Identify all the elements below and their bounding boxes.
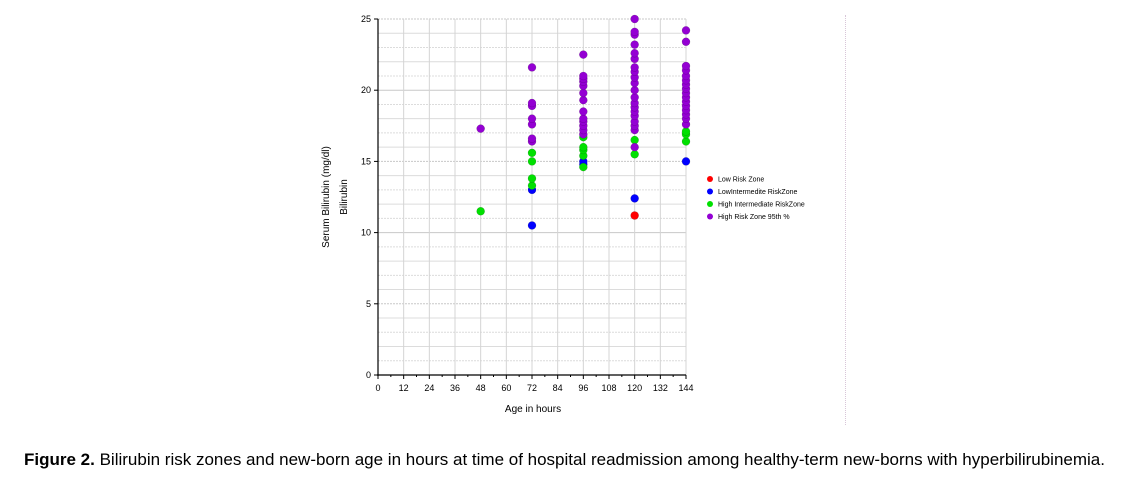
y-tick-label: 0 [366,370,371,380]
data-point [630,194,639,203]
data-point [579,114,588,123]
data-point [579,107,588,116]
y-tick-label: 5 [366,299,371,309]
data-point [579,50,588,59]
grid-lines [378,18,687,375]
data-points [476,14,691,230]
data-point [527,148,537,158]
legend-marker [707,176,713,182]
data-point [579,88,588,98]
data-point [527,134,537,143]
data-point [630,142,639,152]
x-tick-label: 96 [578,383,588,393]
data-point [476,206,485,216]
data-point [630,27,639,37]
data-point [527,181,537,190]
y-tick-label: 20 [361,85,371,95]
x-tick-label: 12 [399,383,409,393]
caption-text: Bilirubin risk zones and new-born age in… [94,450,1105,469]
data-point [630,40,639,49]
series-low-risk-zone [630,211,639,220]
y-tick-label: 25 [361,14,371,24]
data-point [630,14,639,24]
x-tick-label: 108 [601,383,616,393]
legend-marker [707,201,713,207]
data-point [681,61,691,71]
legend-label: LowIntermedite RiskZone [718,189,797,196]
data-point [630,85,639,95]
data-point [681,26,691,35]
figure-caption: Figure 2. Bilirubin risk zones and new-b… [0,449,1129,470]
legend-marker [707,213,713,220]
x-axis-ticks: 0 12 24 36 48 60 72 84 96 108 120 132 144 [375,375,694,393]
data-point [527,174,537,183]
data-point [681,157,691,166]
legend-label: High Risk Zone 95th % [718,214,790,221]
data-point [630,211,639,220]
data-point [630,93,639,102]
data-point [681,127,691,136]
legend: Low Risk Zone LowIntermedite RiskZone High… [707,176,805,221]
data-point [630,48,639,58]
legend-marker [707,188,713,195]
x-tick-label: 120 [627,383,642,393]
y-axis-secondary-label: Bilirubin [339,179,350,215]
x-tick-label: 36 [450,383,460,393]
data-point [630,150,639,159]
y-axis-ticks: 0 5 10 15 20 25 [361,14,378,380]
panel-divider [845,15,846,425]
data-point [681,137,691,146]
data-point [579,142,588,152]
data-point [579,71,588,81]
x-tick-label: 0 [375,383,380,393]
scatter-chart: 0 12 24 36 48 60 72 84 96 108 120 132 144 0 5 10 15 20 25… [321,14,805,415]
data-point [527,98,537,108]
legend-label: High Intermediate RiskZone [718,202,805,209]
y-tick-label: 10 [361,228,371,238]
data-point [527,63,537,72]
x-axis-label: Age in hours [505,404,561,415]
y-tick-label: 15 [361,156,371,166]
x-tick-label: 60 [501,383,511,393]
data-point [527,221,537,230]
data-point [681,37,691,47]
data-point [476,124,485,133]
x-tick-label: 24 [424,383,434,393]
series-high-risk-zone-95th- [476,14,691,152]
x-tick-label: 72 [527,383,537,393]
data-point [579,162,588,172]
x-tick-label: 84 [553,383,563,393]
data-point [630,63,639,72]
caption-label: Figure 2. [24,450,95,469]
data-point [579,95,588,105]
y-axis-label: Serum Bilirubin (mg/dl) [321,146,332,248]
data-point [527,114,537,123]
data-point [630,135,639,145]
series-high-intermediate-riskzone [476,127,691,216]
x-tick-label: 48 [476,383,486,393]
legend-label: Low Risk Zone [718,177,764,184]
x-tick-label: 132 [653,383,668,393]
data-point [527,157,537,166]
x-tick-label: 144 [678,383,693,393]
